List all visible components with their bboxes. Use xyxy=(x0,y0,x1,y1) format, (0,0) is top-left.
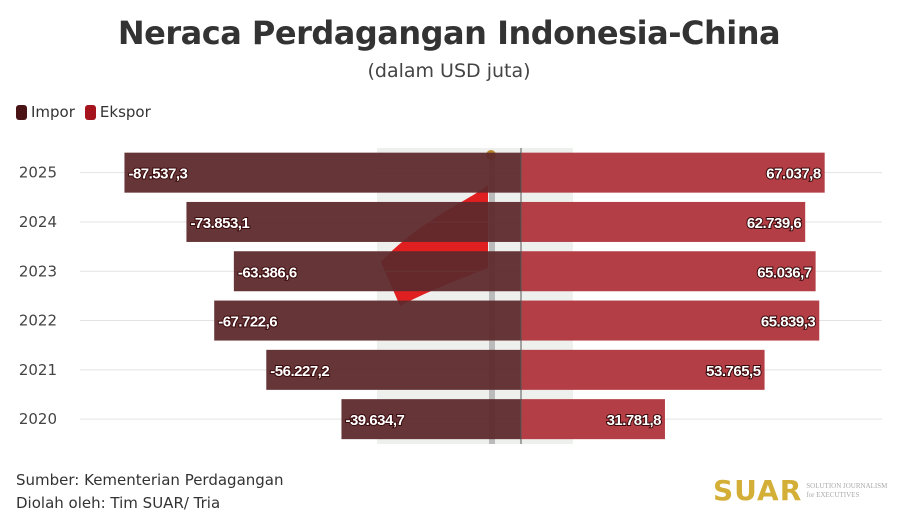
data-label: -63.386,6 xyxy=(238,264,297,281)
bar-impor xyxy=(266,349,521,390)
data-label: -56.227,2 xyxy=(270,363,329,380)
data-label: -87.537,3 xyxy=(128,166,187,183)
data-label: 31.781,8 xyxy=(607,412,662,429)
y-tick-label: 2023 xyxy=(19,262,57,280)
bar-ekspor xyxy=(521,152,825,193)
chart-title: Neraca Perdagangan Indonesia-China xyxy=(117,14,781,52)
data-label: 65.036,7 xyxy=(757,264,812,281)
bar-impor xyxy=(214,300,522,341)
data-label: 62.739,6 xyxy=(747,215,802,232)
data-label: 53.765,5 xyxy=(706,363,761,380)
logo-wordmark: SUAR xyxy=(713,474,803,507)
legend-item-ekspor[interactable]: Ekspor xyxy=(84,103,151,121)
legend: Impor Ekspor xyxy=(16,103,151,121)
data-label: 65.839,3 xyxy=(761,314,816,331)
data-label: -67.722,6 xyxy=(218,314,277,331)
processed-note: Diolah oleh: Tim SUAR/ Tria xyxy=(16,494,221,512)
y-tick-label: 2025 xyxy=(19,164,57,182)
bar-impor xyxy=(341,399,521,440)
legend-swatch-impor xyxy=(16,104,27,120)
data-label: 67.037,8 xyxy=(766,166,821,183)
legend-label-ekspor: Ekspor xyxy=(99,103,151,121)
bar-ekspor xyxy=(521,349,765,390)
logo-tagline-2: for EXECUTIVES xyxy=(806,490,860,499)
y-tick-label: 2022 xyxy=(19,312,57,330)
bar-impor xyxy=(186,201,522,242)
bar-ekspor xyxy=(521,251,816,292)
bar-ekspor xyxy=(521,201,806,242)
y-tick-label: 2024 xyxy=(19,213,57,231)
suar-logo: SUAR SOLUTION JOURNALISM for EXECUTIVES xyxy=(713,474,887,507)
legend-label-impor: Impor xyxy=(31,103,75,121)
bar-impor xyxy=(124,152,522,193)
data-label: -39.634,7 xyxy=(345,412,404,429)
y-tick-label: 2020 xyxy=(19,410,57,428)
bar-ekspor xyxy=(521,399,665,440)
source-note: Sumber: Kementerian Perdagangan xyxy=(16,471,284,489)
legend-item-impor[interactable]: Impor xyxy=(16,103,75,121)
legend-swatch-ekspor xyxy=(84,104,96,120)
chart-subtitle: (dalam USD juta) xyxy=(367,60,531,82)
bar-impor xyxy=(233,251,521,292)
bar-ekspor xyxy=(521,300,820,341)
data-label: -73.853,1 xyxy=(190,215,249,232)
logo-tagline-1: SOLUTION JOURNALISM xyxy=(806,481,888,490)
y-tick-label: 2021 xyxy=(19,361,57,379)
